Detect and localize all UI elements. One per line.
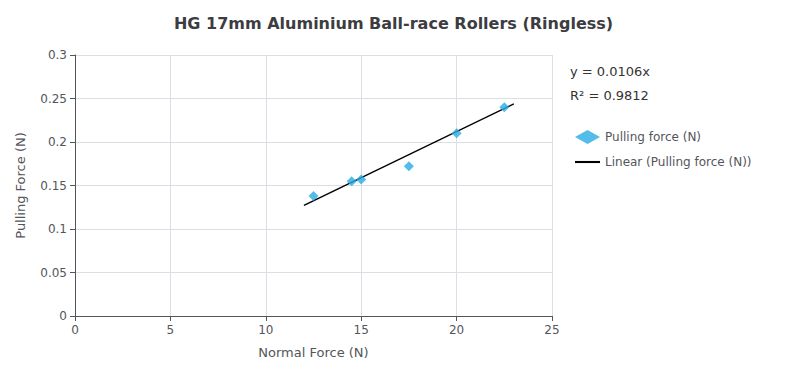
svg-text:Pulling force (N): Pulling force (N) — [605, 130, 701, 144]
svg-text:10: 10 — [258, 323, 273, 337]
svg-text:y = 0.0106x: y = 0.0106x — [570, 64, 650, 79]
svg-text:0.2: 0.2 — [48, 135, 67, 149]
svg-text:Pulling Force (N): Pulling Force (N) — [13, 132, 28, 238]
svg-text:R² = 0.9812: R² = 0.9812 — [570, 88, 649, 103]
svg-text:0.1: 0.1 — [48, 222, 67, 236]
svg-text:0.25: 0.25 — [40, 92, 67, 106]
svg-text:20: 20 — [449, 323, 464, 337]
svg-text:Linear (Pulling force (N)): Linear (Pulling force (N)) — [605, 155, 752, 169]
svg-text:0.3: 0.3 — [48, 48, 67, 62]
svg-text:0.15: 0.15 — [40, 179, 67, 193]
svg-text:0: 0 — [59, 309, 67, 323]
svg-text:0.05: 0.05 — [40, 266, 67, 280]
svg-text:HG 17mm Aluminium Ball-race Ro: HG 17mm Aluminium Ball-race Rollers (Rin… — [174, 14, 613, 33]
svg-text:5: 5 — [167, 323, 175, 337]
svg-text:Normal Force (N): Normal Force (N) — [258, 345, 368, 360]
svg-text:15: 15 — [354, 323, 369, 337]
svg-text:0: 0 — [71, 323, 79, 337]
svg-text:25: 25 — [544, 323, 559, 337]
